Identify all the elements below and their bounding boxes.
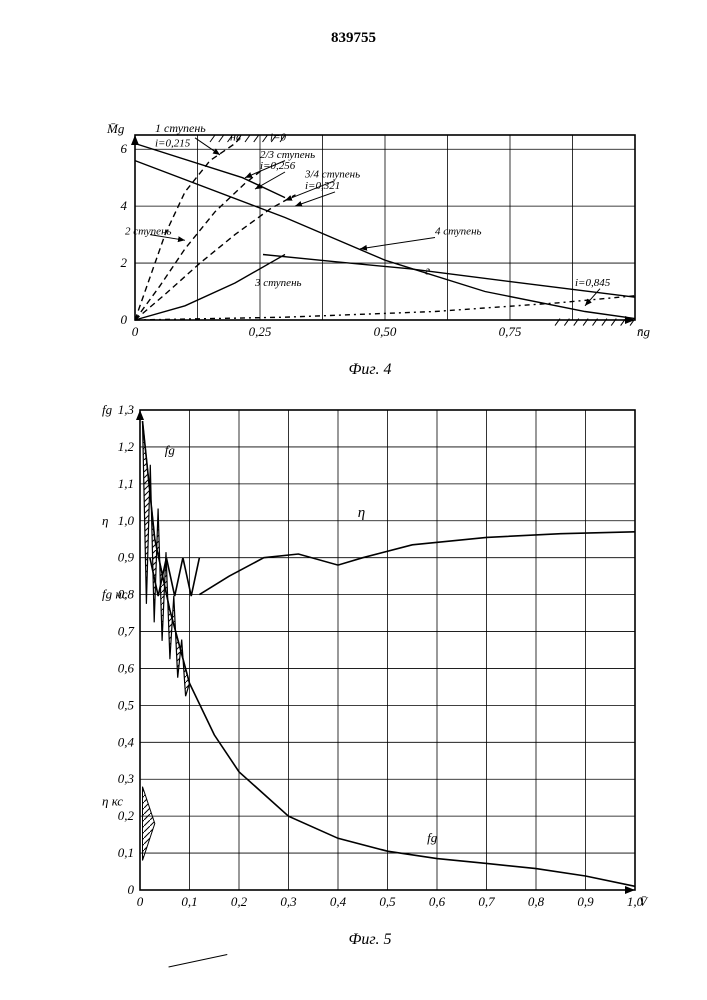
svg-text:0,5: 0,5 [118,697,135,712]
svg-text:0,50: 0,50 [374,324,397,339]
svg-text:0,1: 0,1 [118,845,134,860]
svg-text:i=0,845: i=0,845 [575,277,611,289]
svg-text:η кс: η кс [102,793,123,808]
svg-text:η: η [102,513,108,528]
svg-text:0,6: 0,6 [429,894,446,909]
svg-text:i=0,321: i=0,321 [305,180,340,192]
svg-text:0,3: 0,3 [118,771,135,786]
svg-text:fg: fg [102,402,113,417]
svg-text:1,1: 1,1 [118,476,134,491]
svg-text:3 ступень: 3 ступень [254,277,302,289]
svg-text:1,3: 1,3 [118,402,135,417]
fig5-plot: 0 0,1 0,2 0,3 0,4 0,5 0,6 0,7 0,8 0,9 1,0 0 0,1 0,2 0,… [90,400,650,920]
svg-text:fg: fg [165,442,176,457]
page-mark [168,954,231,987]
figure-5: 0 0,1 0,2 0,3 0,4 0,5 0,6 0,7 0,8 0,9 1,0 0 0,1 0,2 0,… [90,400,650,949]
svg-text:2 ступень: 2 ступень [125,226,172,238]
svg-text:0,4: 0,4 [330,894,347,909]
svg-text:0,75: 0,75 [499,324,522,339]
svg-text:1,0: 1,0 [118,513,135,528]
svg-text:0: 0 [121,312,128,327]
svg-text:1,2: 1,2 [118,439,135,454]
svg-text:i=0: i=0 [270,132,286,144]
svg-text:0,2: 0,2 [231,894,248,909]
fig4-caption: Фиг. 4 [90,361,650,379]
svg-text:6: 6 [121,141,128,156]
svg-text:0: 0 [132,324,139,339]
fig5-caption: Фиг. 5 [90,931,650,949]
svg-text:0,9: 0,9 [118,550,135,565]
svg-text:г: г [425,262,430,277]
svg-text:3/4 ступень: 3/4 ступень [304,169,360,181]
svg-text:0,1: 0,1 [181,894,197,909]
svg-text:0,9: 0,9 [577,894,594,909]
svg-text:2: 2 [121,255,128,270]
svg-text:0: 0 [137,894,144,909]
svg-text:0,5: 0,5 [379,894,396,909]
fig4-plot: 00,250,500,750246M̄gn̄g1 ступеньi=0,215н… [90,120,650,350]
svg-text:fg нс: fg нс [102,587,128,602]
svg-text:0: 0 [128,882,135,897]
svg-text:fg: fg [427,830,438,845]
svg-text:V̄: V̄ [639,894,649,909]
svg-text:4 ступень: 4 ступень [435,226,482,238]
svg-text:2/3 ступень: 2/3 ступень [260,149,315,161]
svg-text:4: 4 [121,198,128,213]
svg-text:0,25: 0,25 [249,324,272,339]
svg-text:0,7: 0,7 [478,894,495,909]
figure-4: 00,250,500,750246M̄gn̄g1 ступеньi=0,215н… [90,120,650,379]
svg-text:0,2: 0,2 [118,808,135,823]
svg-text:η: η [358,505,365,521]
svg-text:0,8: 0,8 [528,894,545,909]
svg-text:0,6: 0,6 [118,660,135,675]
svg-text:1 ступень: 1 ступень [155,121,206,135]
svg-text:i=0,215: i=0,215 [155,137,191,149]
svg-text:n̄g: n̄g [637,324,650,339]
document-number: 839755 [0,30,707,47]
svg-text:M̄g: M̄g [106,121,125,136]
svg-text:i=0,256: i=0,256 [260,160,296,172]
svg-text:0,3: 0,3 [280,894,297,909]
svg-text:0,4: 0,4 [118,734,135,749]
svg-text:0,7: 0,7 [118,624,135,639]
